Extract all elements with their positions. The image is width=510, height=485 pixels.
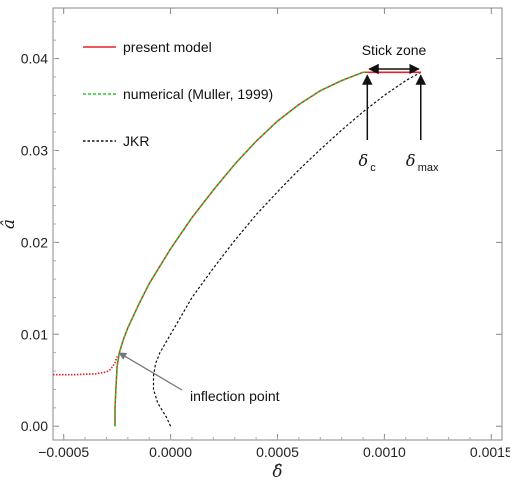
y-tick-label: 0.00 <box>21 418 48 434</box>
stick-zone-label: Stick zone <box>362 42 427 58</box>
y-tick-label: 0.01 <box>21 326 48 342</box>
x-tick-label: 0.0015 <box>470 444 510 460</box>
y-tick-label: 0.02 <box>21 234 48 250</box>
x-tick-label: 0.0000 <box>149 444 192 460</box>
y-tick-label: 0.04 <box>21 51 48 67</box>
x-axis-label: δ̂ <box>272 462 282 482</box>
delta-max-subscript: max <box>418 162 439 174</box>
legend-entry-present-model-label: present model <box>123 39 212 55</box>
legend-entry-jkr-label: JKR <box>123 133 149 149</box>
ticks: −0.0005 0.0000 0.0005 0.0010 0.0015 0.00 0.01 0… <box>21 8 510 460</box>
series-numerical-line <box>114 71 421 427</box>
legend: present model numerical (Muller, 1999) JKR <box>83 39 273 149</box>
delta-max-label: δ <box>406 151 416 170</box>
series-present-model-plateau <box>53 356 118 376</box>
legend-entry-numerical-label: numerical (Muller, 1999) <box>123 86 273 102</box>
delta-c-label: δ <box>358 151 368 170</box>
inflection-point-label: inflection point <box>190 388 280 404</box>
y-tick-label: 0.03 <box>21 142 48 158</box>
x-tick-label: 0.0010 <box>363 444 406 460</box>
x-tick-label: −0.0005 <box>38 444 89 460</box>
y-axis-label: â <box>0 219 19 229</box>
inflection-point-arrow <box>118 352 183 391</box>
x-tick-label: 0.0005 <box>256 444 299 460</box>
delta-c-subscript: c <box>370 162 376 174</box>
